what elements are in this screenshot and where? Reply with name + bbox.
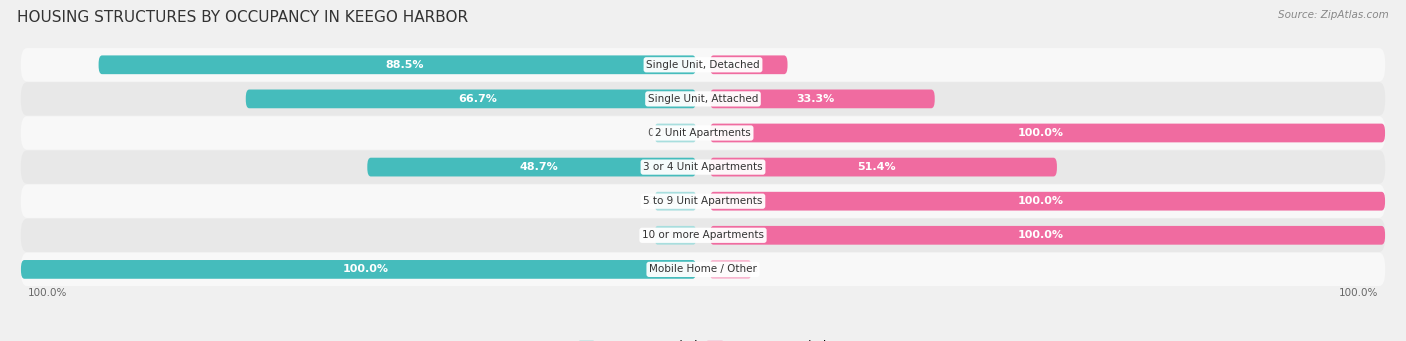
Text: 51.4%: 51.4% [858,162,896,172]
Text: 11.5%: 11.5% [723,60,761,70]
FancyBboxPatch shape [710,158,1057,177]
FancyBboxPatch shape [21,48,1385,81]
Text: 100.0%: 100.0% [343,264,388,275]
Text: 100.0%: 100.0% [1018,128,1063,138]
Text: 100.0%: 100.0% [1339,287,1378,298]
FancyBboxPatch shape [710,226,1385,245]
FancyBboxPatch shape [21,184,1385,218]
FancyBboxPatch shape [710,90,935,108]
FancyBboxPatch shape [21,116,1385,150]
FancyBboxPatch shape [246,90,696,108]
Text: 100.0%: 100.0% [1018,196,1063,206]
Legend: Owner-occupied, Renter-occupied: Owner-occupied, Renter-occupied [574,336,832,341]
Text: Single Unit, Attached: Single Unit, Attached [648,94,758,104]
FancyBboxPatch shape [710,192,1385,211]
FancyBboxPatch shape [710,56,787,74]
Text: Mobile Home / Other: Mobile Home / Other [650,264,756,275]
Text: Source: ZipAtlas.com: Source: ZipAtlas.com [1278,10,1389,20]
FancyBboxPatch shape [21,219,1385,252]
FancyBboxPatch shape [21,260,696,279]
FancyBboxPatch shape [710,124,1385,143]
FancyBboxPatch shape [710,260,751,279]
Text: 0.0%: 0.0% [731,264,759,275]
Text: 10 or more Apartments: 10 or more Apartments [643,230,763,240]
Text: 5 to 9 Unit Apartments: 5 to 9 Unit Apartments [644,196,762,206]
Text: HOUSING STRUCTURES BY OCCUPANCY IN KEEGO HARBOR: HOUSING STRUCTURES BY OCCUPANCY IN KEEGO… [17,10,468,25]
FancyBboxPatch shape [98,56,696,74]
Text: 48.7%: 48.7% [519,162,558,172]
Text: 33.3%: 33.3% [796,94,835,104]
FancyBboxPatch shape [655,192,696,211]
FancyBboxPatch shape [21,150,1385,184]
FancyBboxPatch shape [21,253,1385,286]
FancyBboxPatch shape [655,124,696,143]
Text: 0.0%: 0.0% [647,196,675,206]
Text: 66.7%: 66.7% [458,94,498,104]
Text: Single Unit, Detached: Single Unit, Detached [647,60,759,70]
Text: 2 Unit Apartments: 2 Unit Apartments [655,128,751,138]
FancyBboxPatch shape [655,226,696,245]
Text: 100.0%: 100.0% [1018,230,1063,240]
Text: 0.0%: 0.0% [647,128,675,138]
Text: 0.0%: 0.0% [647,230,675,240]
FancyBboxPatch shape [367,158,696,177]
Text: 88.5%: 88.5% [385,60,423,70]
Text: 100.0%: 100.0% [28,287,67,298]
Text: 3 or 4 Unit Apartments: 3 or 4 Unit Apartments [643,162,763,172]
FancyBboxPatch shape [21,82,1385,116]
